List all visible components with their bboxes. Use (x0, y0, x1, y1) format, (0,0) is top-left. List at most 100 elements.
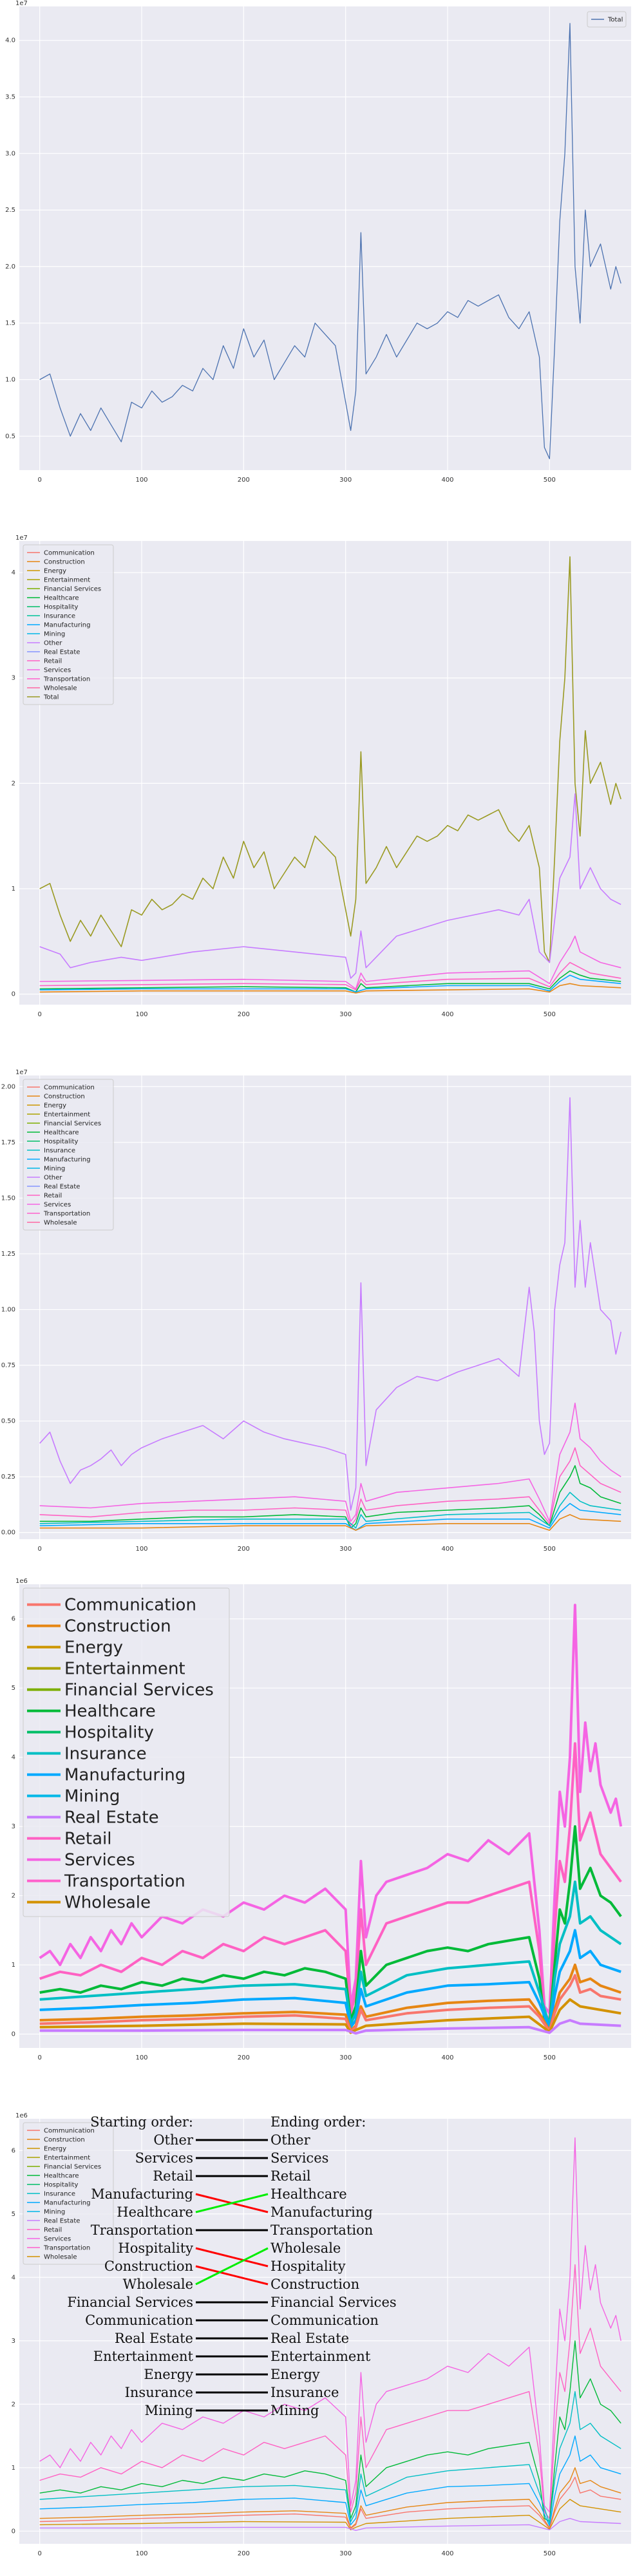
x-tick-label: 400 (441, 2550, 453, 2557)
y-tick-label: 3.0 (5, 150, 15, 157)
start-order-item: Manufacturing (91, 2186, 193, 2202)
x-tick-label: 300 (339, 1011, 352, 1018)
x-tick-label: 400 (441, 2054, 453, 2061)
series-line-services (39, 1402, 621, 1522)
y-tick-label: 4 (12, 2274, 15, 2281)
series-line-communication (39, 2476, 621, 2530)
end-order-item: Mining (270, 2403, 319, 2418)
y-tick-label: 3 (12, 1823, 15, 1830)
legend-label-hospitality: Hospitality (44, 2182, 79, 2189)
legend-label-construction: Construction (44, 1094, 85, 1101)
start-order-item: Mining (145, 2403, 193, 2418)
axis-offset-label: 1e7 (15, 1069, 28, 1076)
start-order-item: Construction (104, 2259, 193, 2274)
legend: Communication Construction Energy Entertain… (23, 544, 114, 705)
legend-label-retail: Retail (44, 2227, 62, 2234)
y-tick-label: 0.75 (1, 1362, 15, 1369)
y-tick-label: 3.5 (5, 93, 15, 100)
y-tick-label: 4 (12, 569, 15, 576)
x-tick-label: 0 (37, 477, 41, 484)
y-tick-label: 1 (12, 2465, 15, 2472)
legend-label-real-estate: Real Estate (44, 2218, 80, 2225)
legend-label-other: Other (44, 640, 62, 647)
series-line-insurance (39, 2391, 621, 2524)
legend: Total (587, 11, 627, 28)
start-order-item: Wholesale (123, 2277, 193, 2292)
chart-1-panel: 1e7 0.5 1.0 1.5 2.0 2.5 3.0 3.5 4.0 0 100 200 300 400… (0, 0, 644, 502)
end-order-item: Wholesale (270, 2240, 341, 2256)
start-order-item: Services (135, 2150, 193, 2166)
series-line-insurance (39, 1492, 621, 1529)
y-tick-label: 1.5 (5, 320, 15, 327)
series-line-services (39, 1604, 623, 2015)
y-tick-label: 2.5 (5, 207, 15, 214)
legend-label-hospitality: Hospitality (64, 1723, 154, 1743)
axis-offset-label: 1e7 (15, 0, 28, 7)
order-connector-wholesale (195, 2247, 269, 2286)
series-line-healthcare (39, 1825, 622, 2025)
end-order-item: Insurance (270, 2385, 339, 2400)
x-tick-label: 0 (37, 1011, 41, 1018)
y-tick-label: 0.5 (5, 433, 15, 440)
y-tick-label: 0 (12, 991, 15, 998)
legend-label-transportation: Transportation (43, 2245, 90, 2252)
legend-label-wholesale: Wholesale (44, 2254, 77, 2261)
series-line-total (39, 23, 621, 460)
y-tick-label: 2 (12, 780, 15, 787)
legend-label-healthcare: Healthcare (44, 1130, 79, 1137)
series-line-construction (39, 2467, 621, 2529)
legend-label-mining: Mining (44, 1166, 65, 1173)
y-tick-label: 2.0 (5, 263, 15, 270)
x-tick-label: 0 (37, 1546, 41, 1553)
series-line-healthcare (39, 970, 621, 993)
series-line-construction (39, 1514, 621, 1531)
legend-label-services: Services (64, 1851, 135, 1870)
y-tick-label: 1.25 (1, 1251, 15, 1258)
plot-area (19, 541, 631, 1005)
end-order-item: Services (270, 2150, 328, 2166)
y-tick-label: 1 (12, 886, 15, 893)
legend-label-communication: Communication (44, 2128, 95, 2135)
plot-area (19, 1075, 631, 1539)
x-tick-label: 0 (37, 2550, 41, 2557)
series-line-retail (39, 2264, 621, 2519)
legend-label-financial-services: Financial Services (44, 586, 101, 593)
x-tick-label: 200 (238, 2054, 250, 2061)
legend-label-mining: Mining (44, 631, 65, 638)
legend-label-insurance: Insurance (44, 613, 75, 620)
x-tick-label: 100 (135, 1546, 147, 1553)
series-line-real-estate (39, 2517, 621, 2531)
legend-label-construction: Construction (64, 1617, 171, 1636)
legend-label-construction: Construction (44, 559, 85, 566)
series-line-construction (39, 983, 621, 994)
legend-label-mining: Mining (44, 2209, 65, 2216)
legend-label-insurance: Insurance (44, 1148, 75, 1155)
legend-label-services: Services (44, 2236, 71, 2243)
legend-label-entertainment: Entertainment (64, 1660, 185, 1679)
y-tick-label: 2.00 (1, 1083, 15, 1090)
axis-offset-label: 1e6 (15, 1578, 28, 1585)
x-tick-label: 200 (238, 2550, 250, 2557)
order-connector-hospitality (195, 2247, 269, 2268)
y-tick-label: 1.75 (1, 1139, 15, 1146)
x-tick-label: 300 (339, 2550, 352, 2557)
series-line-healthcare (39, 1464, 621, 1529)
series-line-communication (39, 1974, 621, 2033)
legend-label-real-estate: Real Estate (44, 1184, 80, 1191)
axis-offset-label: 1e6 (15, 2112, 28, 2119)
end-order-item: Hospitality (270, 2259, 346, 2274)
end-order-item: Manufacturing (270, 2204, 373, 2220)
legend-label-real-estate: Real Estate (64, 1808, 159, 1828)
legend-label-entertainment: Entertainment (44, 2155, 90, 2162)
legend-label-hospitality: Hospitality (44, 604, 79, 611)
legend-label-healthcare: Healthcare (64, 1702, 156, 1721)
x-tick-label: 400 (441, 1011, 453, 1018)
x-tick-label: 300 (339, 477, 352, 484)
start-order-item: Healthcare (117, 2204, 193, 2220)
legend-label-wholesale: Wholesale (44, 1220, 77, 1227)
series-line-retail (39, 961, 621, 990)
legend-label-manufacturing: Manufacturing (64, 1766, 185, 1785)
y-tick-label: 0.50 (1, 1418, 15, 1425)
legend-label-transportation: Transportation (64, 1872, 185, 1891)
